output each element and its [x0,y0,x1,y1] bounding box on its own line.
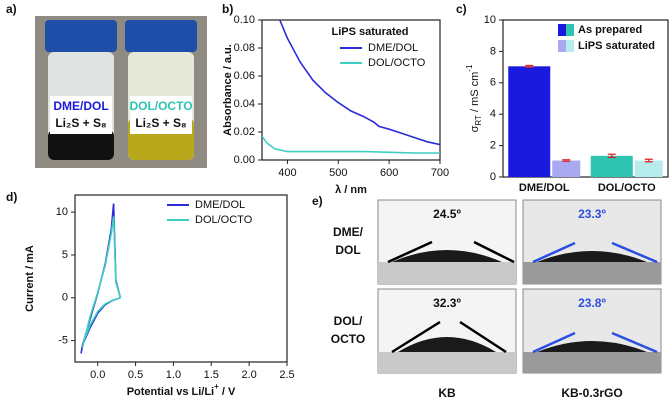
legend-title: LiPS saturated [331,26,408,38]
legend-label: DME/DOL [368,42,418,54]
y-tick-label: 0.08 [234,42,255,54]
row-label: OCTO [331,332,365,346]
bar [552,160,581,177]
x-axis-label-text: Potential vs Li/Li [127,386,214,398]
vial-photo [35,16,207,168]
y-axis-label: Absorbance / a.u. [222,44,234,136]
y-tick-label: 0.02 [234,126,255,138]
x-tick-label: 600 [380,167,398,179]
data-line [81,216,122,348]
error-bar [525,64,534,68]
bar [508,66,551,177]
y-tick-label: 0.00 [234,154,255,166]
plot-frame [502,19,669,178]
x-tick-label: 0.0 [90,369,105,381]
y-tick-label: 5 [62,249,68,261]
panel-label: a) [6,2,17,16]
contact-angle-photos [377,199,662,374]
panel-label: b) [222,2,233,16]
y-tick-label: 2 [490,140,496,152]
plot-frame [261,19,441,161]
panel-label: d) [6,190,17,204]
x-axis-label-sup: + [214,382,219,391]
error-bar [562,159,571,162]
error-bar [644,158,653,163]
legend-label: LiPS saturated [578,40,655,52]
y-tick-label: -5 [58,334,68,346]
y-axis-label-sup: -1 [465,64,474,72]
legend-label: DOL/OCTO [368,57,426,69]
x-tick-label: 1.5 [204,369,219,381]
data-line [262,135,440,154]
x-tick-label: DME/DOL [519,182,570,194]
legend-label: DME/DOL [195,199,245,211]
row-label: DME/ [333,225,364,239]
panel-label: c) [456,2,467,16]
x-axis-label: Potential vs Li/Li+ / V [127,382,236,398]
x-tick-label: 700 [431,167,449,179]
data-line [279,20,440,146]
x-tick-label: 0.5 [128,369,143,381]
y-axis-label-sub: RT [474,115,483,126]
row-label: DOL [335,243,360,257]
y-tick-label: 0 [62,292,68,304]
x-tick-label: 1.0 [166,369,181,381]
plot-frame [74,194,288,363]
error-bar [607,153,616,158]
x-tick-label: 2.0 [241,369,256,381]
legend-label: DOL/OCTO [195,214,253,226]
vial-label: DOL/OCTO [129,99,192,113]
legend-label: As prepared [578,24,642,36]
x-tick-label: 400 [278,167,296,179]
row-label: DOL/ [334,314,363,328]
angle-label: 23.3º [578,207,606,221]
legend-swatch [566,24,574,36]
y-axis-label: Current / mA [24,245,36,312]
vial-content: Li₂S + S₈ [55,116,106,130]
panel-label: e) [312,194,323,208]
y-tick-label: 4 [490,108,496,120]
x-tick-label: 500 [329,167,347,179]
column-label: KB [438,386,456,400]
x-axis-label-text: λ / nm [335,184,367,196]
x-axis-label: λ / nm [335,184,367,196]
y-axis-label-unit: / mS cm [469,72,481,115]
vial-content: Li₂S + S₈ [135,116,186,130]
vial-label: DME/DOL [53,99,108,113]
y-axis-label: σRT / mS cm-1 [465,64,483,132]
y-tick-label: 10 [484,14,496,26]
x-tick-label: 2.5 [279,369,294,381]
angle-label: 23.8º [578,296,606,310]
y-tick-label: 0.06 [234,70,255,82]
y-tick-label: 0 [490,171,496,183]
legend-swatch [558,40,566,52]
y-tick-label: 10 [56,206,68,218]
x-tick-label: DOL/OCTO [598,182,656,194]
y-axis-label-symbol: σ [469,125,481,132]
angle-label: 32.3º [433,296,461,310]
legend-swatch [558,24,566,36]
y-tick-label: 0.10 [234,14,255,26]
bar [634,160,663,177]
legend-swatch [566,40,574,52]
angle-label: 24.5º [433,207,461,221]
y-tick-label: 0.04 [234,98,255,110]
x-axis-label-tail: / V [219,386,236,398]
y-tick-label: 6 [490,77,496,89]
bar [590,155,633,177]
y-tick-label: 8 [490,45,496,57]
column-label: KB-0.3rGO [561,386,622,400]
